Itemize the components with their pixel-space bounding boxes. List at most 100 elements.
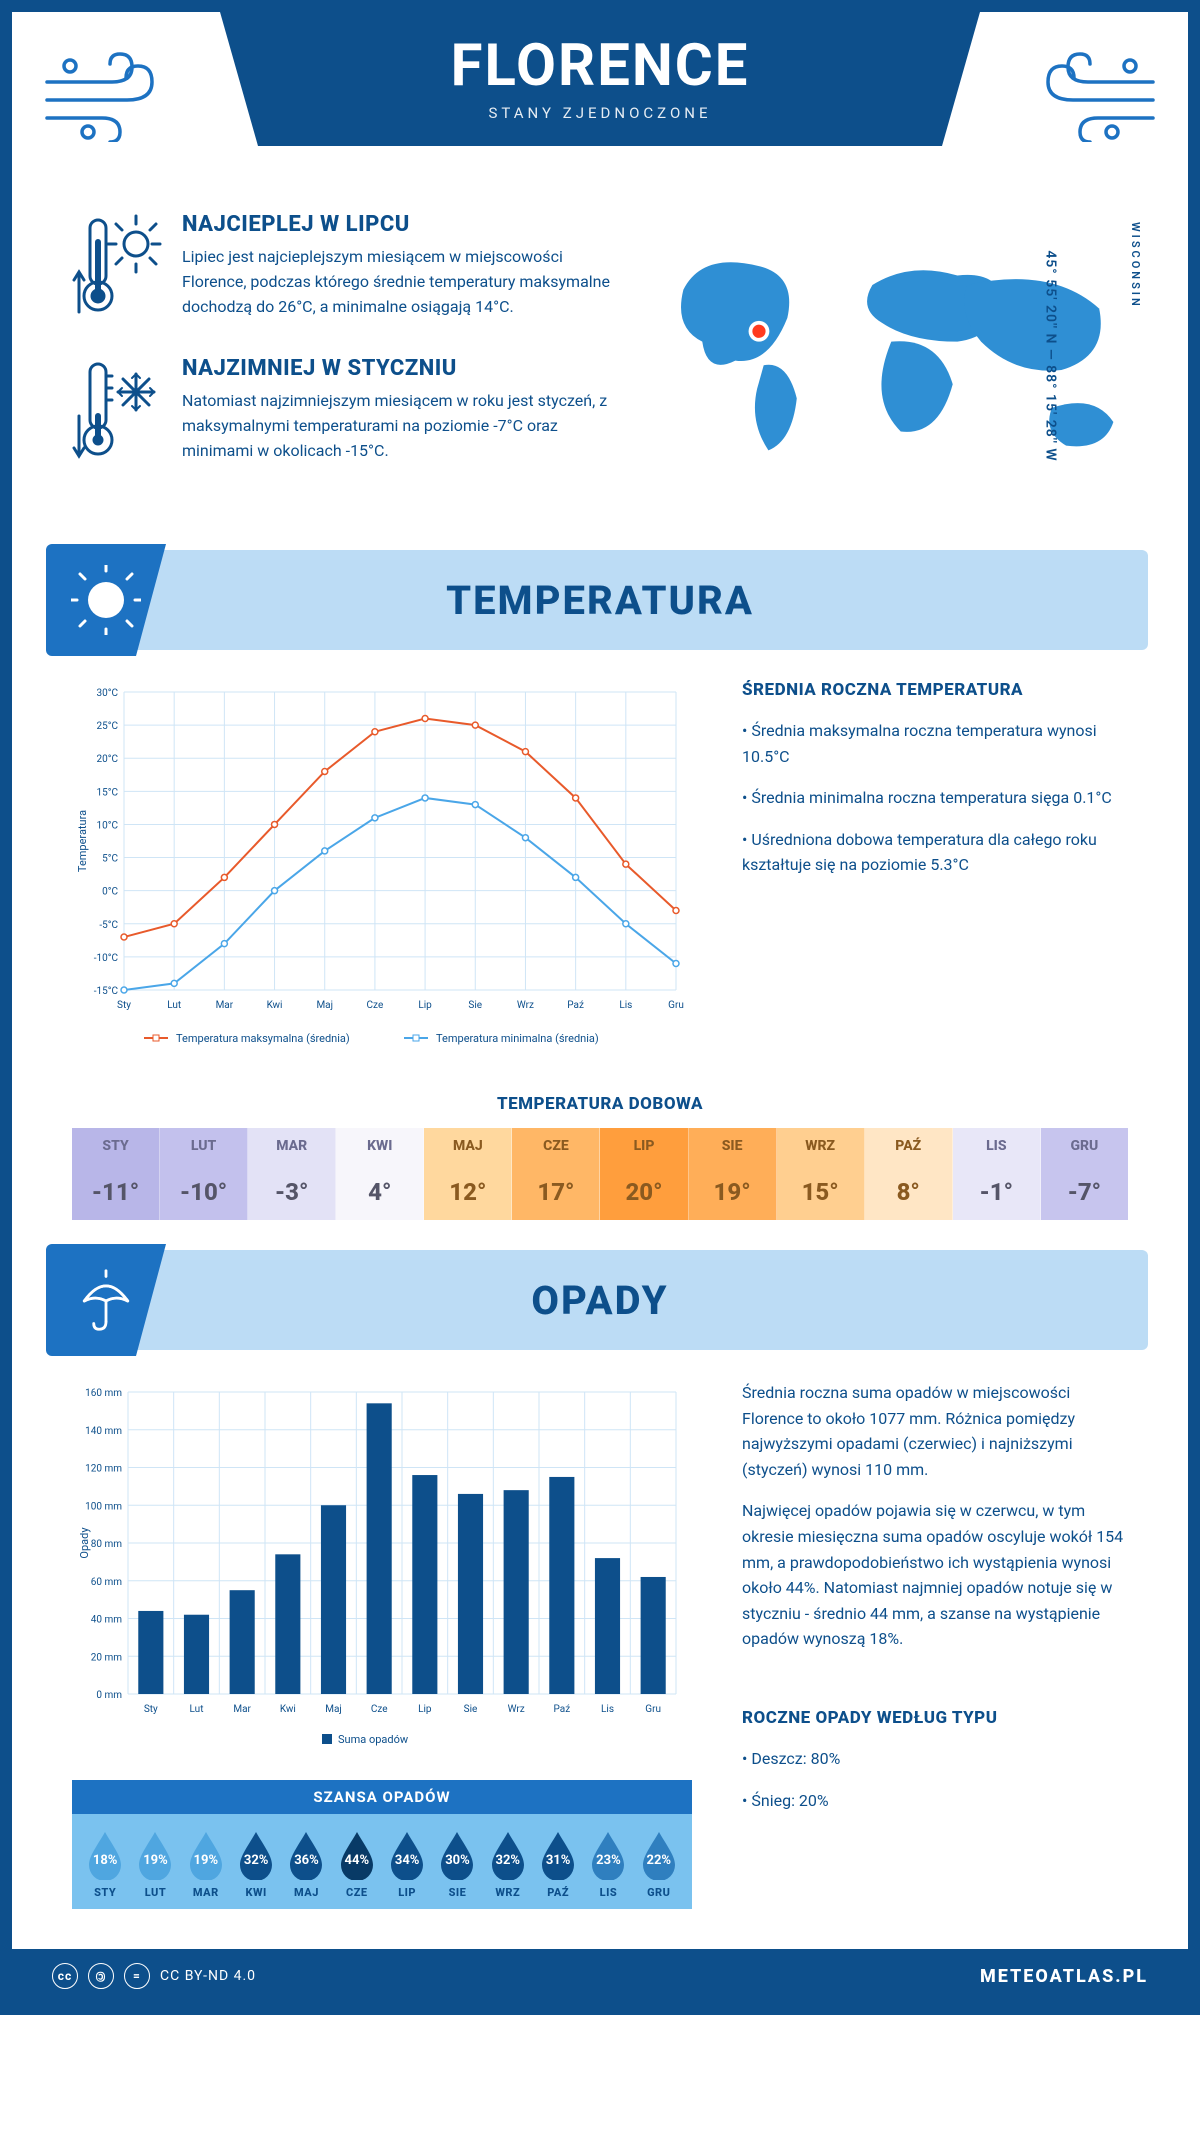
- svg-text:Temperatura minimalna (średnia: Temperatura minimalna (średnia): [436, 1032, 599, 1045]
- svg-text:Mar: Mar: [233, 1704, 251, 1715]
- daily-month: CZE: [512, 1128, 599, 1164]
- svg-text:Sty: Sty: [144, 1704, 158, 1715]
- daily-month: MAJ: [424, 1128, 511, 1164]
- rain-chance-item: 19% LUT: [130, 1830, 180, 1899]
- svg-text:Sie: Sie: [468, 1000, 482, 1011]
- fact-cold-title: NAJZIMNIEJ W STYCZNIU: [182, 356, 615, 381]
- rain-chance-item: 18% STY: [80, 1830, 130, 1899]
- sun-icon: [46, 544, 166, 656]
- raindrop-icon: 19%: [135, 1830, 175, 1880]
- rain-chance-month: MAR: [181, 1886, 231, 1899]
- rain-chance-pct: 23%: [596, 1853, 621, 1868]
- rain-chance-month: GRU: [634, 1886, 684, 1899]
- rain-chance-month: LIS: [583, 1886, 633, 1899]
- umbrella-icon: [46, 1244, 166, 1356]
- raindrop-icon: 36%: [286, 1830, 326, 1880]
- svg-text:Wrz: Wrz: [517, 1000, 534, 1011]
- intro-section: NAJCIEPLEJ W LIPCU Lipiec jest najcieple…: [12, 192, 1188, 540]
- svg-text:10°C: 10°C: [97, 820, 119, 831]
- rain-chance-item: 32% KWI: [231, 1830, 281, 1899]
- rain-chance-pct: 18%: [93, 1853, 118, 1868]
- rain-chance-pct: 34%: [395, 1853, 420, 1868]
- rain-chance-month: KWI: [231, 1886, 281, 1899]
- svg-text:25°C: 25°C: [97, 721, 119, 732]
- rain-chance-month: SIE: [432, 1886, 482, 1899]
- fact-cold: NAJZIMNIEJ W STYCZNIU Natomiast najzimni…: [72, 356, 615, 466]
- precip-p2: Najwięcej opadów pojawia się w czerwcu, …: [742, 1498, 1128, 1652]
- svg-text:120 mm: 120 mm: [85, 1464, 122, 1475]
- rain-chance-month: MAJ: [281, 1886, 331, 1899]
- svg-text:Maj: Maj: [316, 1000, 333, 1011]
- svg-text:Lip: Lip: [418, 1704, 432, 1715]
- temp-stats-title: ŚREDNIA ROCZNA TEMPERATURA: [742, 680, 1128, 700]
- raindrop-icon: 34%: [387, 1830, 427, 1880]
- rain-chance-pct: 19%: [143, 1853, 168, 1868]
- daily-month: PAŹ: [865, 1128, 952, 1164]
- coordinates-label: 45° 55' 20'' N — 88° 15' 28'' W: [1042, 250, 1058, 461]
- footer-site: METEOATLAS.PL: [980, 1966, 1148, 1987]
- fact-hot-text: Lipiec jest najcieplejszym miesiącem w m…: [182, 245, 615, 319]
- daily-month: SIE: [689, 1128, 776, 1164]
- license-text: CC BY-ND 4.0: [160, 1968, 256, 1984]
- rain-chance-pct: 32%: [496, 1853, 521, 1868]
- nd-icon: =: [124, 1963, 150, 1989]
- daily-cell: GRU -7°: [1041, 1128, 1128, 1220]
- daily-value: -11°: [72, 1164, 159, 1220]
- daily-value: 19°: [689, 1164, 776, 1220]
- daily-month: LIS: [953, 1128, 1040, 1164]
- svg-text:Opady: Opady: [78, 1527, 91, 1559]
- daily-value: -1°: [953, 1164, 1040, 1220]
- thermometer-cold-icon: [72, 356, 162, 466]
- temperature-stats: ŚREDNIA ROCZNA TEMPERATURA Średnia maksy…: [742, 680, 1128, 1060]
- world-map-container: WISCONSIN 45° 55' 20'' N — 88° 15' 28'' …: [655, 212, 1128, 500]
- rain-chance-item: 23% LIS: [583, 1830, 633, 1899]
- temp-stat-2: Średnia minimalna roczna temperatura się…: [742, 785, 1128, 811]
- rain-chance-month: WRZ: [483, 1886, 533, 1899]
- rain-chance-month: STY: [80, 1886, 130, 1899]
- rain-chance-month: LUT: [130, 1886, 180, 1899]
- city-title: FLORENCE: [220, 32, 980, 100]
- svg-text:Lis: Lis: [601, 1704, 614, 1715]
- rain-chance-item: 32% WRZ: [483, 1830, 533, 1899]
- daily-month: KWI: [336, 1128, 423, 1164]
- raindrop-icon: 32%: [236, 1830, 276, 1880]
- svg-text:Suma opadów: Suma opadów: [338, 1733, 409, 1746]
- daily-month: GRU: [1041, 1128, 1128, 1164]
- rain-chance-item: 22% GRU: [634, 1830, 684, 1899]
- daily-value: 15°: [777, 1164, 864, 1220]
- svg-text:30°C: 30°C: [97, 688, 119, 699]
- svg-text:-10°C: -10°C: [94, 953, 119, 964]
- rain-chance-pct: 30%: [445, 1853, 470, 1868]
- rain-chance-pct: 36%: [294, 1853, 319, 1868]
- daily-month: LUT: [160, 1128, 247, 1164]
- svg-text:Sie: Sie: [464, 1704, 478, 1715]
- svg-text:Wrz: Wrz: [508, 1704, 525, 1715]
- daily-month: WRZ: [777, 1128, 864, 1164]
- daily-value: 8°: [865, 1164, 952, 1220]
- rain-chance-month: CZE: [332, 1886, 382, 1899]
- precip-bytype-1: Deszcz: 80%: [742, 1746, 1128, 1772]
- raindrop-icon: 18%: [85, 1830, 125, 1880]
- temp-stat-1: Średnia maksymalna roczna temperatura wy…: [742, 718, 1128, 769]
- temperature-line-chart: -15°C-10°C-5°C0°C5°C10°C15°C20°C25°C30°C…: [72, 680, 692, 1060]
- precip-row: 0 mm20 mm40 mm60 mm80 mm100 mm120 mm140 …: [12, 1370, 1188, 1919]
- daily-value: 4°: [336, 1164, 423, 1220]
- svg-text:Kwi: Kwi: [267, 1000, 283, 1011]
- rain-chance-month: PAŹ: [533, 1886, 583, 1899]
- thermometer-hot-icon: [72, 212, 162, 322]
- daily-cell: SIE 19°: [689, 1128, 777, 1220]
- by-icon: 🄯: [88, 1963, 114, 1989]
- svg-text:Temperatura maksymalna (średni: Temperatura maksymalna (średnia): [176, 1032, 350, 1045]
- rain-chance-box: SZANSA OPADÓW 18% STY 19% LUT 19% MAR 32…: [72, 1780, 692, 1909]
- svg-text:Sty: Sty: [117, 1000, 131, 1011]
- svg-text:40 mm: 40 mm: [91, 1615, 122, 1626]
- svg-text:Lut: Lut: [190, 1704, 204, 1715]
- fact-hot: NAJCIEPLEJ W LIPCU Lipiec jest najcieple…: [72, 212, 615, 322]
- svg-text:Mar: Mar: [216, 1000, 234, 1011]
- daily-month: STY: [72, 1128, 159, 1164]
- svg-text:140 mm: 140 mm: [85, 1426, 122, 1437]
- wind-icon: [1018, 42, 1158, 142]
- daily-cell: KWI 4°: [336, 1128, 424, 1220]
- svg-text:60 mm: 60 mm: [91, 1577, 122, 1588]
- daily-cell: PAŹ 8°: [865, 1128, 953, 1220]
